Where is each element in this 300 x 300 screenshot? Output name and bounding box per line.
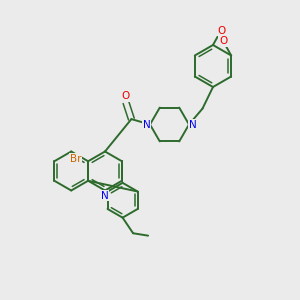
Text: O: O	[122, 91, 130, 101]
Text: N: N	[101, 191, 109, 201]
Text: N: N	[189, 119, 196, 130]
Text: O: O	[219, 36, 227, 46]
Text: N: N	[142, 119, 150, 130]
Text: O: O	[217, 26, 225, 36]
Text: Br: Br	[70, 154, 81, 164]
